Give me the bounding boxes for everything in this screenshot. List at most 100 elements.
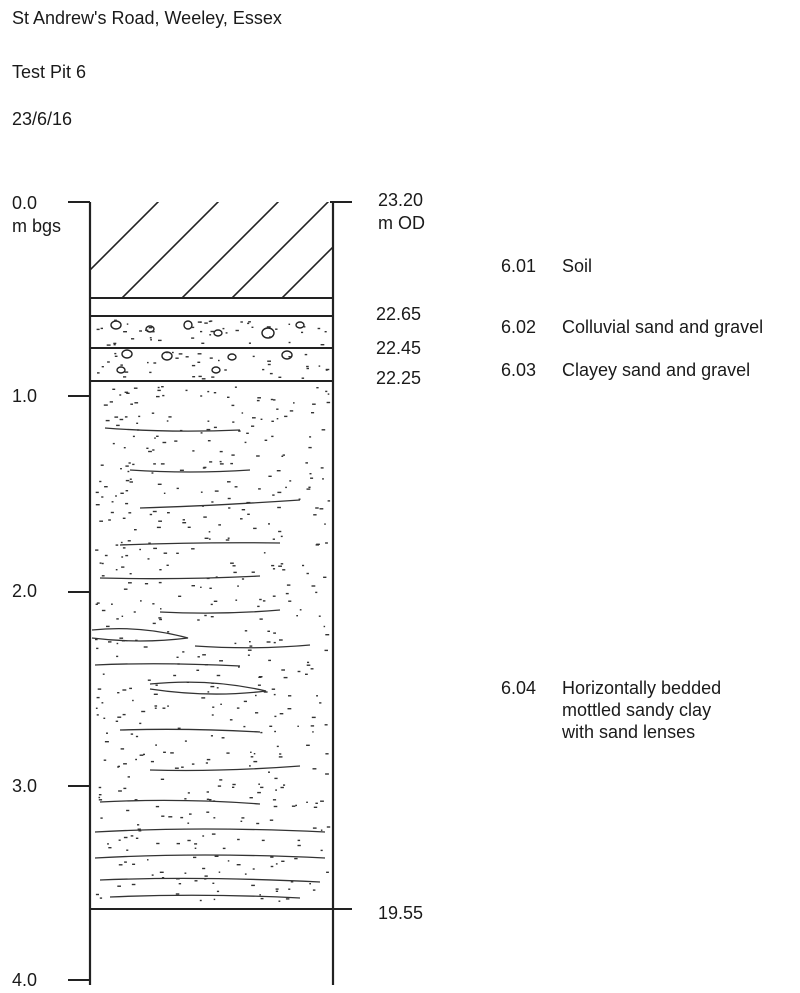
- stipple-mark: [251, 571, 255, 573]
- stipple-mark: [326, 401, 331, 404]
- stipple-mark: [285, 486, 287, 489]
- stipple-mark: [320, 849, 323, 852]
- stipple-mark: [213, 600, 218, 602]
- stipple-mark: [306, 367, 309, 370]
- stipple-mark: [156, 395, 160, 398]
- stipple-mark: [204, 537, 209, 539]
- stipple-mark: [125, 502, 129, 505]
- stipple-mark: [153, 693, 158, 695]
- stipple-mark: [116, 655, 119, 658]
- stipple-mark: [294, 857, 298, 860]
- stipple-mark: [163, 552, 168, 554]
- stipple-mark: [278, 900, 281, 902]
- stipple-mark: [279, 713, 284, 715]
- stipple-mark: [269, 336, 272, 338]
- stipple-mark: [218, 359, 220, 362]
- stipple-mark: [259, 598, 262, 601]
- stipple-mark: [178, 883, 182, 885]
- stipple-mark: [275, 888, 279, 890]
- stipple-mark: [283, 676, 288, 679]
- stipple-mark: [202, 835, 205, 837]
- stipple-mark: [99, 480, 102, 483]
- elevation-unit-label: m OD: [378, 213, 425, 233]
- stipple-mark: [156, 842, 160, 845]
- stipple-mark: [182, 651, 185, 653]
- stipple-mark: [109, 401, 113, 403]
- stipple-mark: [290, 881, 294, 883]
- stipple-mark: [280, 563, 284, 565]
- stipple-mark: [303, 326, 306, 328]
- stipple-mark: [191, 364, 196, 367]
- stipple-mark: [301, 377, 305, 379]
- stipple-mark: [218, 871, 221, 873]
- stipple-mark: [315, 544, 319, 546]
- stipple-mark: [252, 355, 255, 358]
- stipple-mark: [241, 817, 245, 819]
- stipple-mark: [281, 669, 285, 671]
- stipple-mark: [270, 398, 274, 401]
- stipple-mark: [282, 569, 286, 571]
- stipple-mark: [214, 490, 219, 492]
- stipple-mark: [306, 664, 311, 666]
- stipple-mark: [126, 323, 129, 325]
- stipple-mark: [147, 361, 149, 364]
- stipple-mark: [104, 741, 109, 743]
- stipple-mark: [275, 789, 277, 791]
- stipple-mark: [275, 890, 279, 892]
- stipple-mark: [182, 519, 185, 521]
- soil-hatch: [90, 202, 333, 298]
- stipple-mark: [231, 404, 235, 407]
- stipple-mark: [197, 656, 200, 658]
- context-desc-6-04-line1: Horizontally bedded: [562, 678, 722, 698]
- stipple-mark: [315, 802, 318, 804]
- stipple-mark: [155, 805, 160, 808]
- stipple-mark: [257, 605, 260, 608]
- stipple-mark: [177, 727, 181, 729]
- stipple-mark: [112, 442, 115, 445]
- stipple-mark: [226, 752, 230, 754]
- stipple-mark: [257, 684, 261, 686]
- stipple-mark: [232, 421, 235, 423]
- stipple-mark: [271, 564, 275, 567]
- depth-tick-1: 1.0: [12, 386, 38, 406]
- stipple-mark: [107, 843, 109, 845]
- stipple-mark: [320, 829, 323, 831]
- stipple-mark: [196, 669, 200, 671]
- stipple-mark: [321, 429, 326, 431]
- stipple-mark: [234, 486, 238, 488]
- context-desc-6-02: Colluvial sand and gravel: [562, 317, 764, 337]
- stipple-mark: [325, 369, 328, 371]
- stipple-mark: [249, 641, 251, 643]
- stipple-mark: [285, 898, 290, 900]
- stipple-mark: [278, 376, 282, 378]
- stipple-mark: [308, 446, 312, 449]
- stipple-mark: [167, 512, 170, 514]
- stipple-mark: [113, 342, 117, 345]
- stipple-mark: [315, 591, 318, 594]
- stipple-mark: [325, 542, 328, 544]
- stipple-mark: [251, 425, 255, 427]
- stipple-mark: [189, 813, 192, 815]
- stipple-mark: [250, 751, 252, 753]
- stipple-mark: [210, 685, 215, 688]
- stipple-mark: [95, 707, 98, 709]
- stipple-mark: [232, 783, 236, 786]
- stipple-mark: [108, 641, 112, 643]
- stipple-mark: [255, 712, 259, 714]
- stipple-mark: [274, 730, 276, 733]
- stipple-mark: [152, 449, 155, 451]
- stipple-mark: [325, 773, 329, 775]
- stipple-mark: [317, 327, 321, 330]
- stipple-mark: [270, 865, 274, 868]
- stipple-mark: [131, 338, 135, 340]
- stipple-mark: [149, 337, 152, 339]
- stipple-mark: [277, 491, 282, 494]
- stipple-mark: [96, 696, 100, 699]
- stipple-mark: [247, 322, 250, 325]
- stipple-mark: [108, 847, 112, 849]
- stipple-mark: [118, 790, 122, 792]
- stipple-mark: [167, 705, 169, 707]
- stipple-mark: [194, 847, 197, 849]
- elevation-6-02: 22.65: [376, 304, 422, 324]
- stipple-mark: [268, 771, 270, 773]
